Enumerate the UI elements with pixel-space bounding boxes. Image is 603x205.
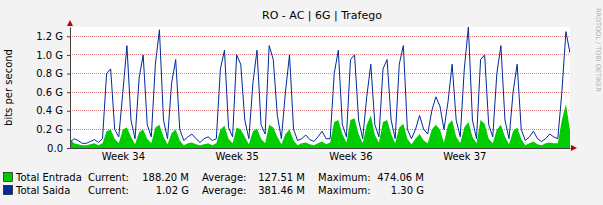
legend-entry: Total Saida Current: 1.02 G Average: 381.46 … <box>4 185 425 196</box>
tick-mark <box>67 55 70 56</box>
y-tick: 0.0 <box>47 143 70 154</box>
x-axis: Week 34 Week 35 Week 36 Week 37 <box>71 148 571 162</box>
background <box>0 0 603 205</box>
stat-value: 188.20 M <box>142 172 189 183</box>
tick-label: 1.0 G <box>36 50 63 61</box>
legend-label: Total Entrada <box>15 172 82 183</box>
axis-arrow <box>67 20 73 26</box>
y-tick: 1.2 G <box>36 31 70 42</box>
grid-line <box>70 73 570 74</box>
credit: RRDTOOL / TOBI OETIKER <box>594 8 602 92</box>
stat-label: Average: <box>202 185 246 196</box>
tick-label: Week 37 <box>443 151 486 162</box>
y-tick: 0.4 G <box>36 105 70 116</box>
x-tick: Week 37 <box>443 148 486 162</box>
y-axis: 0.0 0.2 G 0.4 G 0.6 G 0.8 G 1.0 G 1.2 G <box>36 28 70 154</box>
grid-line <box>70 129 570 130</box>
x-tick: Week 34 <box>102 148 145 162</box>
grid-line <box>70 110 570 111</box>
tick-mark <box>67 111 70 112</box>
stat-label: Current: <box>88 185 129 196</box>
legend-entry: Total Entrada Current: 188.20 M Average: 127… <box>4 172 425 183</box>
tick-label: Week 35 <box>216 151 259 162</box>
stat-value: 474.06 M <box>377 172 424 183</box>
stat-label: Maximum: <box>318 185 371 196</box>
tick-label: 0.2 G <box>36 124 63 135</box>
legend: Total Entrada Current: 188.20 M Average: 127… <box>4 172 425 196</box>
stat-label: Maximum: <box>318 172 371 183</box>
axis-arrow <box>571 145 577 151</box>
stat-label: Current: <box>88 172 129 183</box>
legend-swatch <box>4 173 13 182</box>
grid-line <box>70 36 570 37</box>
marks <box>70 27 570 148</box>
tick-mark <box>67 129 70 130</box>
tick-label: 0.6 G <box>36 87 63 98</box>
tick-mark <box>67 74 70 75</box>
stat-value: 127.51 M <box>258 172 305 183</box>
y-tick: 1.0 G <box>36 50 70 61</box>
tick-label: 1.2 G <box>36 31 63 42</box>
stat-value: 381.46 M <box>258 185 305 196</box>
y-tick: 0.6 G <box>36 87 70 98</box>
tick-label: Week 34 <box>102 151 145 162</box>
tick-label: 0.8 G <box>36 68 63 79</box>
x-tick: Week 36 <box>329 148 372 162</box>
x-tick: Week 35 <box>216 148 259 162</box>
legend-label: Total Saida <box>15 185 70 196</box>
tick-label: 0.0 <box>47 143 63 154</box>
tick-label: Week 36 <box>329 151 372 162</box>
tick-mark <box>67 36 70 37</box>
grid-line <box>70 54 570 55</box>
chart: RO - AC | 6G | Trafego bits per second RRD… <box>0 0 603 205</box>
plot-area <box>70 27 570 148</box>
stat-value: 1.30 G <box>391 185 424 196</box>
series-line <box>70 27 570 143</box>
y-tick: 0.8 G <box>36 68 70 79</box>
axis-line <box>71 148 571 149</box>
axis-line <box>70 28 71 149</box>
stat-value: 1.02 G <box>156 185 189 196</box>
tick-mark <box>67 148 70 149</box>
tick-mark <box>67 92 70 93</box>
y-tick: 0.2 G <box>36 124 70 135</box>
y-axis-label: bits per second <box>3 49 14 126</box>
tick-label: 0.4 G <box>36 105 63 116</box>
title: RO - AC | 6G | Trafego <box>262 9 382 22</box>
stat-label: Average: <box>202 172 246 183</box>
legend-swatch <box>4 186 13 195</box>
series-area <box>70 104 570 148</box>
